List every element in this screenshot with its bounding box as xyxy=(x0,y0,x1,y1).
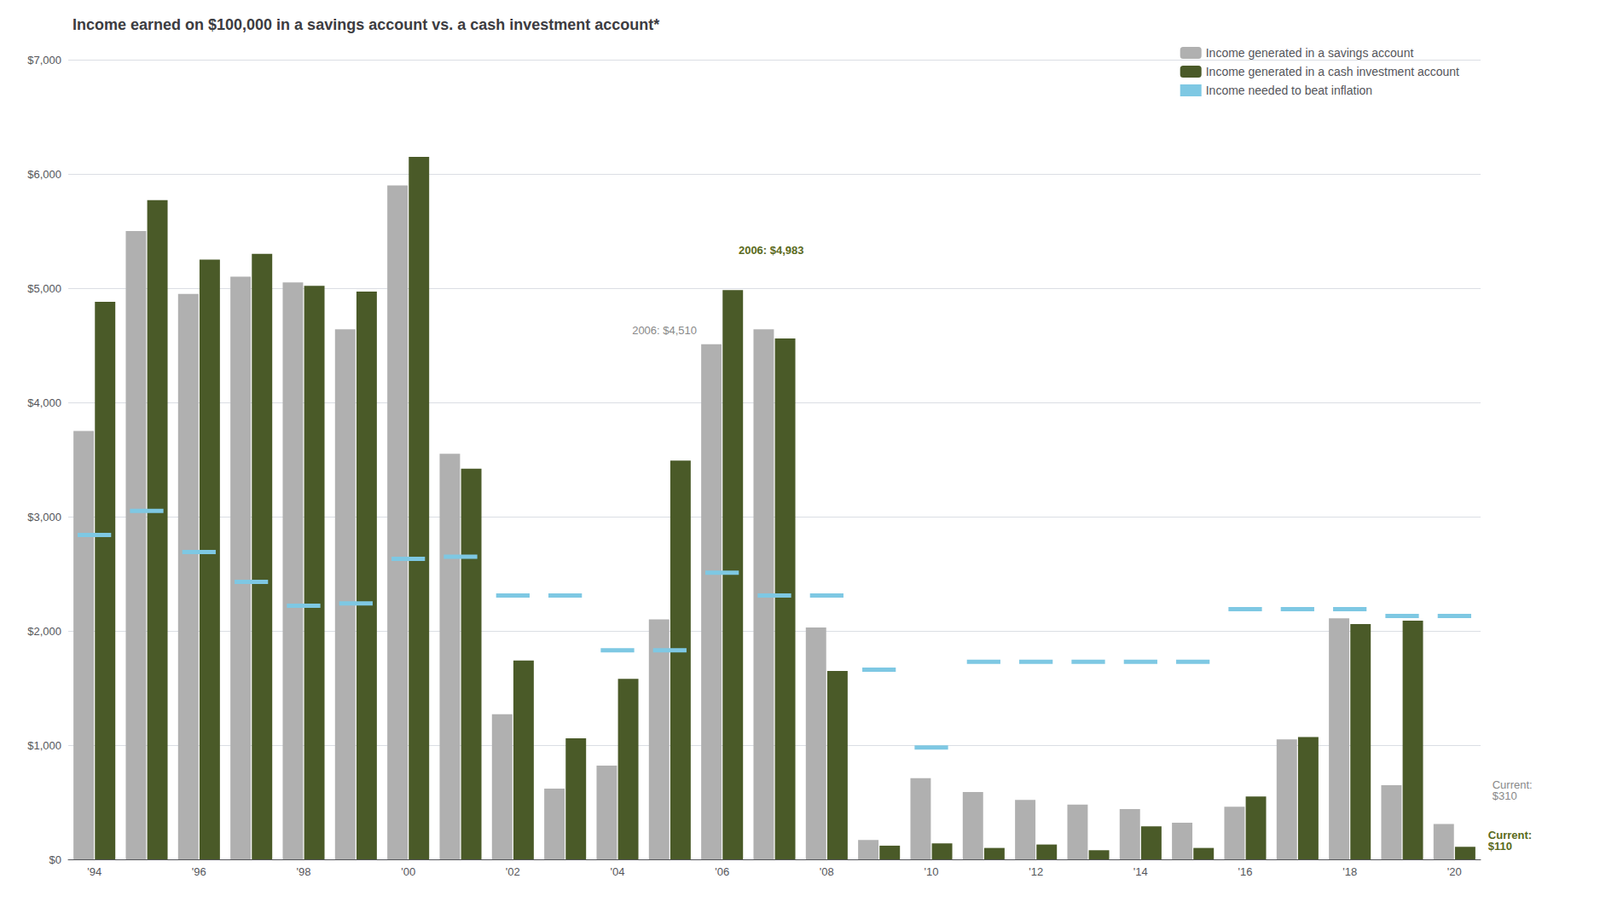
svg-text:'18: '18 xyxy=(1342,865,1357,879)
svg-text:'94: '94 xyxy=(86,865,102,879)
svg-text:$4,000: $4,000 xyxy=(27,396,62,410)
svg-text:'00: '00 xyxy=(400,865,416,879)
svg-text:'08: '08 xyxy=(819,865,835,879)
svg-text:$7,000: $7,000 xyxy=(27,53,62,67)
svg-text:'16: '16 xyxy=(1238,865,1253,879)
svg-text:'20: '20 xyxy=(1447,865,1462,879)
svg-text:'12: '12 xyxy=(1028,865,1044,879)
svg-text:Income earned on $100,000 in a: Income earned on $100,000 in a savings a… xyxy=(72,16,660,34)
svg-text:$110: $110 xyxy=(1488,840,1513,853)
svg-text:$1,000: $1,000 xyxy=(27,739,62,753)
svg-text:'98: '98 xyxy=(296,865,312,879)
svg-text:Income needed to beat inflatio: Income needed to beat inflation xyxy=(1205,83,1373,98)
svg-text:'14: '14 xyxy=(1133,865,1148,879)
svg-text:Current:: Current: xyxy=(1488,828,1532,842)
svg-text:$3,000: $3,000 xyxy=(27,510,62,524)
svg-text:Income generated in a savings: Income generated in a savings account xyxy=(1205,46,1415,60)
svg-text:$5,000: $5,000 xyxy=(27,282,62,296)
svg-text:'10: '10 xyxy=(924,865,940,879)
svg-text:$2,000: $2,000 xyxy=(27,625,62,638)
svg-text:2006: $4,983: 2006: $4,983 xyxy=(738,243,805,257)
svg-text:'96: '96 xyxy=(191,865,207,879)
svg-text:Current:: Current: xyxy=(1492,778,1533,792)
svg-text:2006: $4,510: 2006: $4,510 xyxy=(631,324,697,337)
svg-text:'02: '02 xyxy=(505,865,521,879)
svg-text:'06: '06 xyxy=(714,865,730,879)
svg-text:Income generated in a cash inv: Income generated in a cash investment ac… xyxy=(1205,64,1460,79)
svg-text:'04: '04 xyxy=(610,865,626,879)
svg-text:$0: $0 xyxy=(49,853,62,867)
svg-text:$6,000: $6,000 xyxy=(27,168,62,181)
svg-text:$310: $310 xyxy=(1492,789,1518,803)
